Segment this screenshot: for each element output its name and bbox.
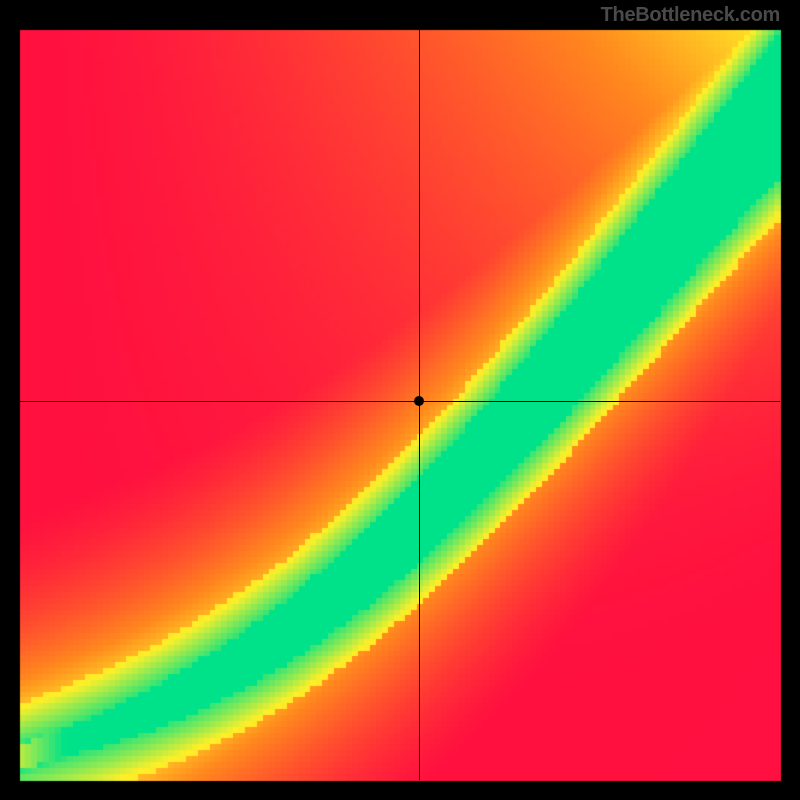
watermark-text: TheBottleneck.com [601,4,780,27]
chart-container: TheBottleneck.com [0,0,800,800]
crosshair-horizontal [20,401,780,402]
